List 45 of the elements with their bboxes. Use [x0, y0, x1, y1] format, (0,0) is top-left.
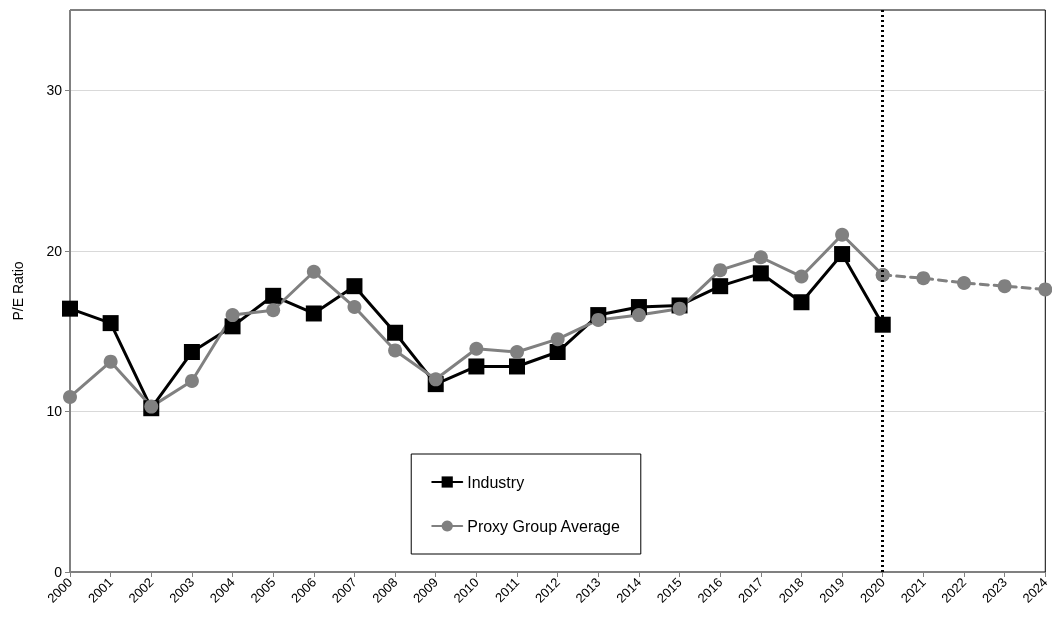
point [346, 278, 363, 295]
point [591, 312, 606, 327]
point [183, 344, 200, 361]
point [713, 263, 728, 278]
point [672, 301, 687, 316]
point [916, 271, 931, 286]
point [387, 324, 404, 341]
point [469, 341, 484, 356]
point [509, 358, 525, 375]
point [510, 345, 524, 360]
y-tick-label: 20 [46, 242, 63, 259]
point [63, 389, 77, 404]
point [225, 308, 240, 323]
y-axis-title: P/E Ratio [10, 261, 26, 321]
point [874, 316, 891, 333]
point [388, 343, 403, 358]
point [103, 354, 118, 369]
y-tick-label: 0 [54, 564, 63, 580]
point [347, 300, 362, 315]
point [835, 227, 850, 242]
legend-label: Proxy Group Average [467, 517, 620, 535]
point [794, 269, 809, 284]
point [752, 265, 769, 282]
point [753, 250, 768, 265]
point [184, 373, 199, 388]
point [550, 332, 565, 347]
point [712, 278, 729, 295]
legend-label: Industry [467, 473, 525, 491]
point [265, 287, 282, 304]
point [793, 294, 810, 311]
point [631, 308, 646, 323]
point [549, 344, 566, 361]
point [62, 300, 78, 317]
y-tick-label: 10 [46, 403, 63, 420]
point [957, 275, 972, 290]
point [1038, 282, 1052, 297]
point [102, 315, 119, 332]
point [266, 303, 281, 318]
point [997, 279, 1012, 294]
y-tick-label: 30 [46, 82, 63, 99]
point [305, 305, 322, 322]
point [428, 372, 443, 387]
point [468, 358, 485, 375]
point [834, 246, 851, 263]
point [306, 264, 321, 279]
